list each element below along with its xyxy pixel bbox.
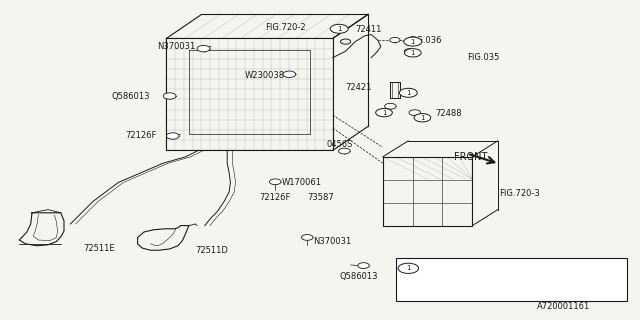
Text: FIG.720-2: FIG.720-2 bbox=[266, 23, 306, 32]
Text: FIG.720-3: FIG.720-3 bbox=[499, 189, 540, 198]
Circle shape bbox=[166, 133, 179, 139]
Circle shape bbox=[409, 110, 420, 116]
Circle shape bbox=[376, 108, 392, 117]
Text: 72511D: 72511D bbox=[195, 246, 228, 255]
Text: 1: 1 bbox=[410, 50, 415, 56]
Circle shape bbox=[330, 24, 348, 33]
Circle shape bbox=[301, 235, 313, 240]
Text: 0456S: 0456S bbox=[326, 140, 353, 149]
Text: 1: 1 bbox=[420, 115, 425, 121]
Text: A720001161: A720001161 bbox=[536, 302, 590, 311]
Circle shape bbox=[404, 37, 422, 46]
Text: W170063<'06MY-  >: W170063<'06MY- > bbox=[428, 285, 506, 294]
Circle shape bbox=[269, 179, 281, 185]
Text: 72126F: 72126F bbox=[259, 193, 291, 202]
Text: 1: 1 bbox=[410, 39, 415, 44]
Text: FIG.036: FIG.036 bbox=[410, 36, 442, 45]
Text: FIG.035: FIG.035 bbox=[467, 53, 500, 62]
Text: 72488: 72488 bbox=[435, 109, 462, 118]
Text: W230038: W230038 bbox=[244, 71, 285, 80]
Text: W170061: W170061 bbox=[282, 178, 322, 187]
Text: N370031: N370031 bbox=[157, 42, 195, 51]
Text: 72126F: 72126F bbox=[125, 132, 157, 140]
Circle shape bbox=[398, 263, 419, 273]
Circle shape bbox=[358, 263, 369, 268]
Bar bbox=[396, 258, 627, 301]
Text: 72421: 72421 bbox=[345, 83, 371, 92]
Text: 1: 1 bbox=[381, 110, 387, 116]
Text: 1: 1 bbox=[337, 26, 342, 32]
Text: W170033<  -'05MY>: W170033< -'05MY> bbox=[428, 264, 506, 273]
Circle shape bbox=[339, 148, 350, 154]
Text: FRONT: FRONT bbox=[454, 152, 488, 162]
Circle shape bbox=[414, 114, 431, 122]
Text: N370031: N370031 bbox=[314, 237, 352, 246]
Circle shape bbox=[197, 45, 210, 52]
Circle shape bbox=[399, 88, 417, 97]
Circle shape bbox=[163, 93, 176, 99]
Text: 72511E: 72511E bbox=[83, 244, 115, 253]
Text: 1: 1 bbox=[406, 90, 411, 96]
Text: 73587: 73587 bbox=[307, 193, 334, 202]
Text: 1: 1 bbox=[406, 265, 411, 271]
Text: Q586013: Q586013 bbox=[112, 92, 150, 100]
Text: Q586013: Q586013 bbox=[339, 272, 378, 281]
Circle shape bbox=[404, 49, 415, 54]
Circle shape bbox=[283, 71, 296, 77]
Circle shape bbox=[385, 103, 396, 109]
Circle shape bbox=[404, 49, 421, 57]
Text: 72411: 72411 bbox=[355, 25, 381, 34]
Circle shape bbox=[390, 37, 400, 43]
